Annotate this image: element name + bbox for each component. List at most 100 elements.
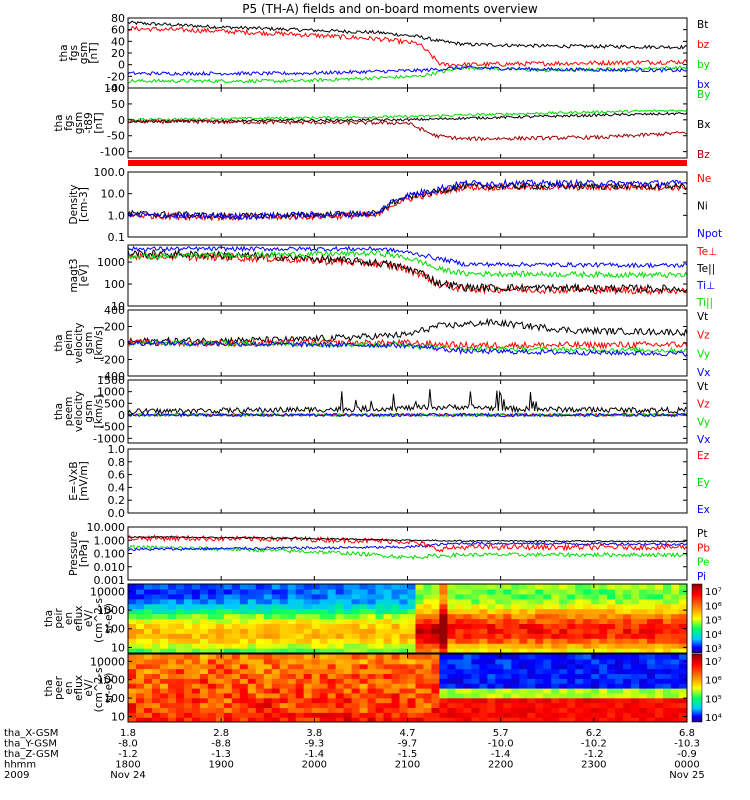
heatmap-cell — [639, 678, 648, 684]
heatmap-cell — [615, 638, 624, 644]
heatmap-cell — [271, 608, 281, 615]
heatmap-cell — [167, 673, 177, 679]
heatmap-cell — [591, 688, 600, 694]
heatmap-cell — [183, 628, 193, 634]
heatmap-cell — [143, 692, 153, 699]
heatmap-cell — [431, 668, 441, 675]
heatmap-cell — [511, 673, 520, 679]
heatmap-cell — [551, 673, 560, 679]
heatmap-cell — [375, 593, 385, 600]
heatmap-cell — [511, 678, 520, 684]
heatmap-cell — [567, 663, 576, 670]
heatmap-cell — [239, 638, 249, 644]
heatmap-cell — [375, 584, 385, 590]
heatmap-cell — [327, 593, 337, 600]
heatmap-cell — [415, 608, 425, 615]
heatmap-cell — [647, 668, 656, 675]
heatmap-cell — [655, 593, 664, 600]
heatmap-cell — [399, 692, 409, 699]
heatmap-cell — [359, 673, 369, 679]
heatmap-cell — [151, 588, 161, 595]
heatmap-cell — [471, 673, 480, 679]
heatmap-cell — [495, 638, 504, 644]
heatmap-cell — [191, 697, 201, 704]
heatmap-cell — [367, 648, 377, 653]
heatmap-cell — [519, 598, 528, 605]
heatmap-cell — [231, 598, 241, 605]
heatmap-cell — [271, 688, 281, 694]
heatmap-cell — [551, 668, 560, 675]
panel-9: 10⁷10⁶10⁵10⁴10³10000100010010thapeirenef… — [43, 583, 722, 655]
heatmap-cell — [407, 593, 417, 600]
heatmap-cell — [223, 663, 233, 670]
heatmap-cell — [495, 697, 504, 704]
heatmap-cell — [151, 663, 161, 670]
heatmap-cell — [303, 608, 313, 615]
heatmap-cell — [439, 648, 449, 653]
heatmap-cell — [311, 654, 321, 660]
heatmap-cell — [287, 683, 297, 689]
heatmap-cell — [495, 598, 504, 605]
heatmap-cell — [423, 598, 433, 605]
heatmap-cell — [463, 697, 472, 704]
heatmap-cell — [183, 648, 193, 653]
heatmap-cell — [583, 598, 592, 605]
heatmap-cell — [583, 584, 592, 590]
heatmap-cell — [263, 608, 273, 615]
heatmap-cell — [663, 717, 672, 722]
heatmap-cell — [655, 643, 664, 649]
heatmap-cell — [295, 588, 305, 595]
heatmap-cell — [183, 697, 193, 704]
heatmap-cell — [439, 707, 449, 713]
heatmap-cell — [647, 618, 656, 625]
heatmap-cell — [247, 702, 257, 709]
heatmap-cell — [367, 663, 377, 670]
heatmap-cell — [319, 658, 329, 665]
heatmap-cell — [175, 588, 185, 595]
heatmap-cell — [223, 697, 233, 704]
heatmap-cell — [495, 654, 504, 660]
heatmap-cell — [343, 678, 353, 684]
heatmap-cell — [391, 613, 401, 620]
heatmap-cell — [151, 717, 161, 722]
heatmap-cell — [423, 588, 433, 595]
heatmap-cell — [279, 588, 289, 595]
heatmap-cell — [535, 648, 544, 653]
heatmap-cell — [183, 598, 193, 605]
heatmap-cell — [199, 654, 209, 660]
heatmap-cell — [247, 678, 257, 684]
heatmap-cell — [255, 598, 265, 605]
heatmap-cell — [287, 613, 297, 620]
heatmap-cell — [191, 668, 201, 675]
heatmap-cell — [455, 633, 464, 639]
heatmap-cell — [135, 697, 145, 704]
heatmap-cell — [159, 588, 169, 595]
heatmap-cell — [311, 683, 321, 689]
heatmap-cell — [439, 633, 449, 639]
heatmap-cell — [583, 603, 592, 610]
heatmap-cell — [431, 663, 441, 670]
heatmap-cell — [231, 712, 241, 718]
heatmap-cell — [599, 717, 608, 722]
heatmap-cell — [223, 688, 233, 694]
heatmap-cell — [599, 697, 608, 704]
heatmap-cell — [263, 654, 273, 660]
heatmap-cell — [391, 668, 401, 675]
heatmap-cell — [199, 593, 209, 600]
heatmap-cell — [159, 633, 169, 639]
heatmap-cell — [319, 712, 329, 718]
heatmap-cell — [271, 702, 281, 709]
heatmap-cell — [207, 593, 217, 600]
footer-value: 5.7 — [493, 728, 509, 739]
heatmap-cell — [383, 623, 393, 629]
heatmap-cell — [279, 584, 289, 590]
heatmap-cell — [215, 584, 225, 590]
heatmap-cell — [383, 678, 393, 684]
heatmap-cell — [559, 668, 568, 675]
y-tick-label: 50 — [111, 98, 125, 111]
heatmap-cell — [655, 678, 664, 684]
heatmap-cell — [319, 633, 329, 639]
heatmap-cell — [207, 712, 217, 718]
heatmap-cell — [423, 633, 433, 639]
heatmap-cell — [647, 623, 656, 629]
